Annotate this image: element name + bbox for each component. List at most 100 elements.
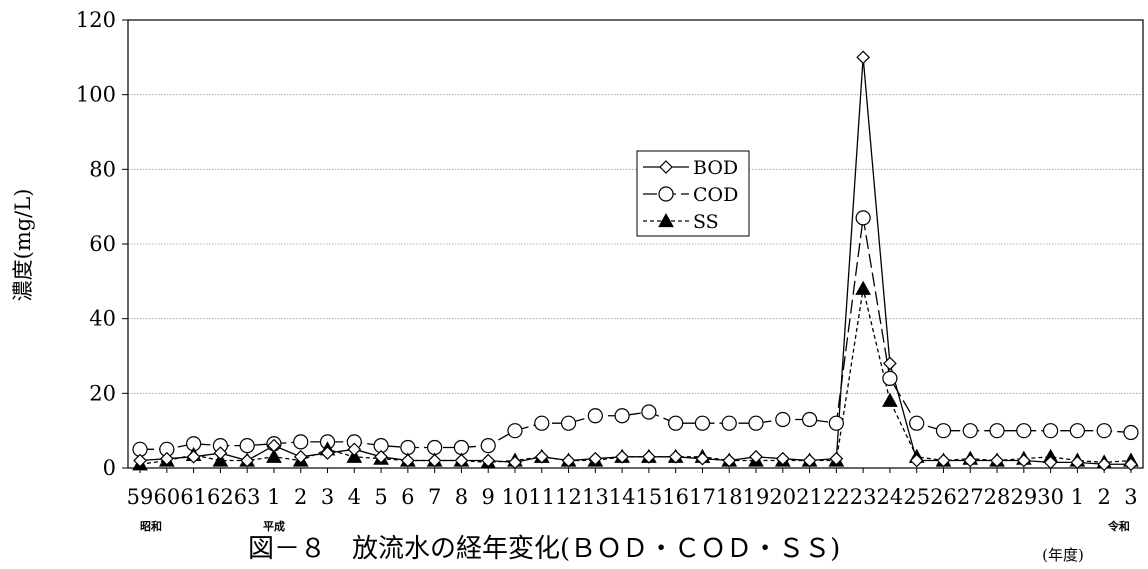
point-COD-14	[507, 423, 523, 439]
x-tick-label-10: 6	[401, 485, 414, 509]
x-tick-label-32: 28	[984, 485, 1011, 509]
point-BOD-30	[936, 453, 951, 468]
series-line-SS	[139, 288, 1131, 465]
point-BOD-26	[829, 451, 844, 466]
point-COD-36	[1096, 423, 1112, 439]
legend-marker-COD	[658, 186, 674, 202]
series-line-COD	[140, 217, 1131, 450]
y-tick-label-60: 60	[89, 232, 116, 256]
point-BOD-4	[240, 453, 255, 468]
legend-label-SS: SS	[693, 211, 719, 233]
x-axis-ticks: 59 60 61 62 63 1 2 3 4 5 6 7 8 9 10 11 12 13 14 15 16 17 18 19 2…	[127, 468, 1138, 509]
point-BOD-8	[347, 442, 362, 457]
point-COD-4	[239, 438, 255, 454]
point-BOD-0	[133, 453, 147, 468]
point-COD-32	[989, 423, 1005, 439]
legend-marker-SS	[658, 212, 674, 228]
x-tick-label-1: 60	[153, 485, 180, 509]
x-tick-label-2: 61	[180, 485, 207, 509]
point-SS-5	[266, 448, 282, 463]
y-tick-label-0: 0	[103, 456, 116, 480]
point-COD-19	[641, 404, 657, 420]
point-BOD-5	[267, 438, 281, 453]
era-labels: 昭和 平成 令和	[140, 519, 1130, 533]
point-COD-18	[614, 408, 630, 424]
point-COD-20	[668, 415, 684, 431]
x-tick-label-28: 24	[877, 485, 904, 509]
legend: BOD COD SS	[636, 150, 750, 237]
point-BOD-32	[990, 453, 1004, 468]
point-BOD-29	[909, 453, 924, 468]
point-BOD-22	[722, 453, 737, 468]
y-tick-label-120: 120	[76, 8, 116, 32]
point-COD-24	[775, 411, 791, 428]
x-tick-label-12: 8	[455, 485, 468, 509]
point-BOD-15	[534, 449, 549, 464]
point-COD-33	[1016, 423, 1032, 439]
y-tick-label-20: 20	[89, 381, 116, 405]
point-BOD-17	[588, 451, 603, 466]
x-tick-label-15: 11	[528, 485, 555, 509]
point-BOD-9	[374, 449, 388, 464]
x-tick-label-14: 10	[502, 485, 529, 509]
point-COD-21	[694, 415, 711, 431]
point-SS-28	[882, 392, 898, 407]
x-tick-label-17: 13	[582, 485, 609, 509]
point-COD-27	[855, 210, 871, 226]
point-COD-16	[560, 415, 577, 431]
point-COD-6	[293, 434, 309, 450]
x-tick-label-5: 1	[267, 485, 280, 509]
point-COD-31	[962, 423, 978, 439]
x-tick-label-34: 30	[1037, 485, 1064, 509]
point-COD-37	[1123, 424, 1139, 441]
era-label-1: 平成	[263, 519, 285, 533]
x-tick-label-4: 63	[234, 485, 261, 509]
x-tick-label-20: 16	[662, 485, 689, 509]
era-label-0: 昭和	[140, 519, 162, 533]
x-tick-label-37: 3	[1124, 485, 1137, 509]
legend-label-BOD: BOD	[693, 157, 738, 179]
point-COD-30	[935, 423, 952, 439]
point-BOD-14	[508, 455, 522, 470]
x-axis-unit-label: (年度)	[1042, 546, 1084, 564]
series-lines	[139, 57, 1131, 465]
point-BOD-13	[481, 453, 496, 468]
point-BOD-34	[1043, 455, 1058, 470]
point-BOD-36	[1097, 457, 1112, 472]
point-COD-26	[828, 415, 844, 431]
point-COD-15	[534, 415, 550, 431]
point-BOD-19	[642, 449, 656, 464]
point-BOD-1	[159, 451, 174, 466]
point-BOD-28	[883, 356, 897, 371]
x-tick-label-33: 29	[1010, 485, 1037, 509]
point-COD-10	[400, 439, 416, 456]
x-tick-label-31: 27	[957, 485, 984, 509]
x-tick-label-29: 25	[903, 485, 930, 509]
point-BOD-16	[561, 453, 576, 468]
y-tick-label-80: 80	[89, 157, 116, 181]
era-label-2: 令和	[1107, 519, 1130, 533]
point-BOD-20	[668, 449, 683, 464]
point-COD-34	[1043, 423, 1059, 439]
x-tick-label-25: 21	[796, 485, 823, 509]
x-tick-label-35: 1	[1071, 485, 1084, 509]
point-BOD-35	[1070, 455, 1085, 470]
x-tick-label-3: 62	[207, 485, 234, 509]
x-tick-label-26: 22	[823, 485, 850, 509]
point-BOD-31	[963, 453, 978, 468]
point-BOD-12	[454, 453, 469, 468]
point-COD-29	[909, 415, 925, 431]
x-tick-label-30: 26	[930, 485, 957, 509]
point-BOD-23	[749, 449, 763, 464]
point-COD-25	[801, 411, 818, 428]
point-BOD-24	[775, 451, 790, 466]
point-COD-22	[721, 415, 737, 431]
x-tick-label-23: 19	[743, 485, 770, 509]
point-COD-17	[587, 408, 603, 424]
x-tick-label-21: 17	[689, 485, 716, 509]
gridlines	[128, 19, 1143, 394]
legend-label-COD: COD	[693, 184, 738, 206]
point-COD-28	[882, 370, 898, 386]
point-COD-23	[748, 415, 764, 431]
